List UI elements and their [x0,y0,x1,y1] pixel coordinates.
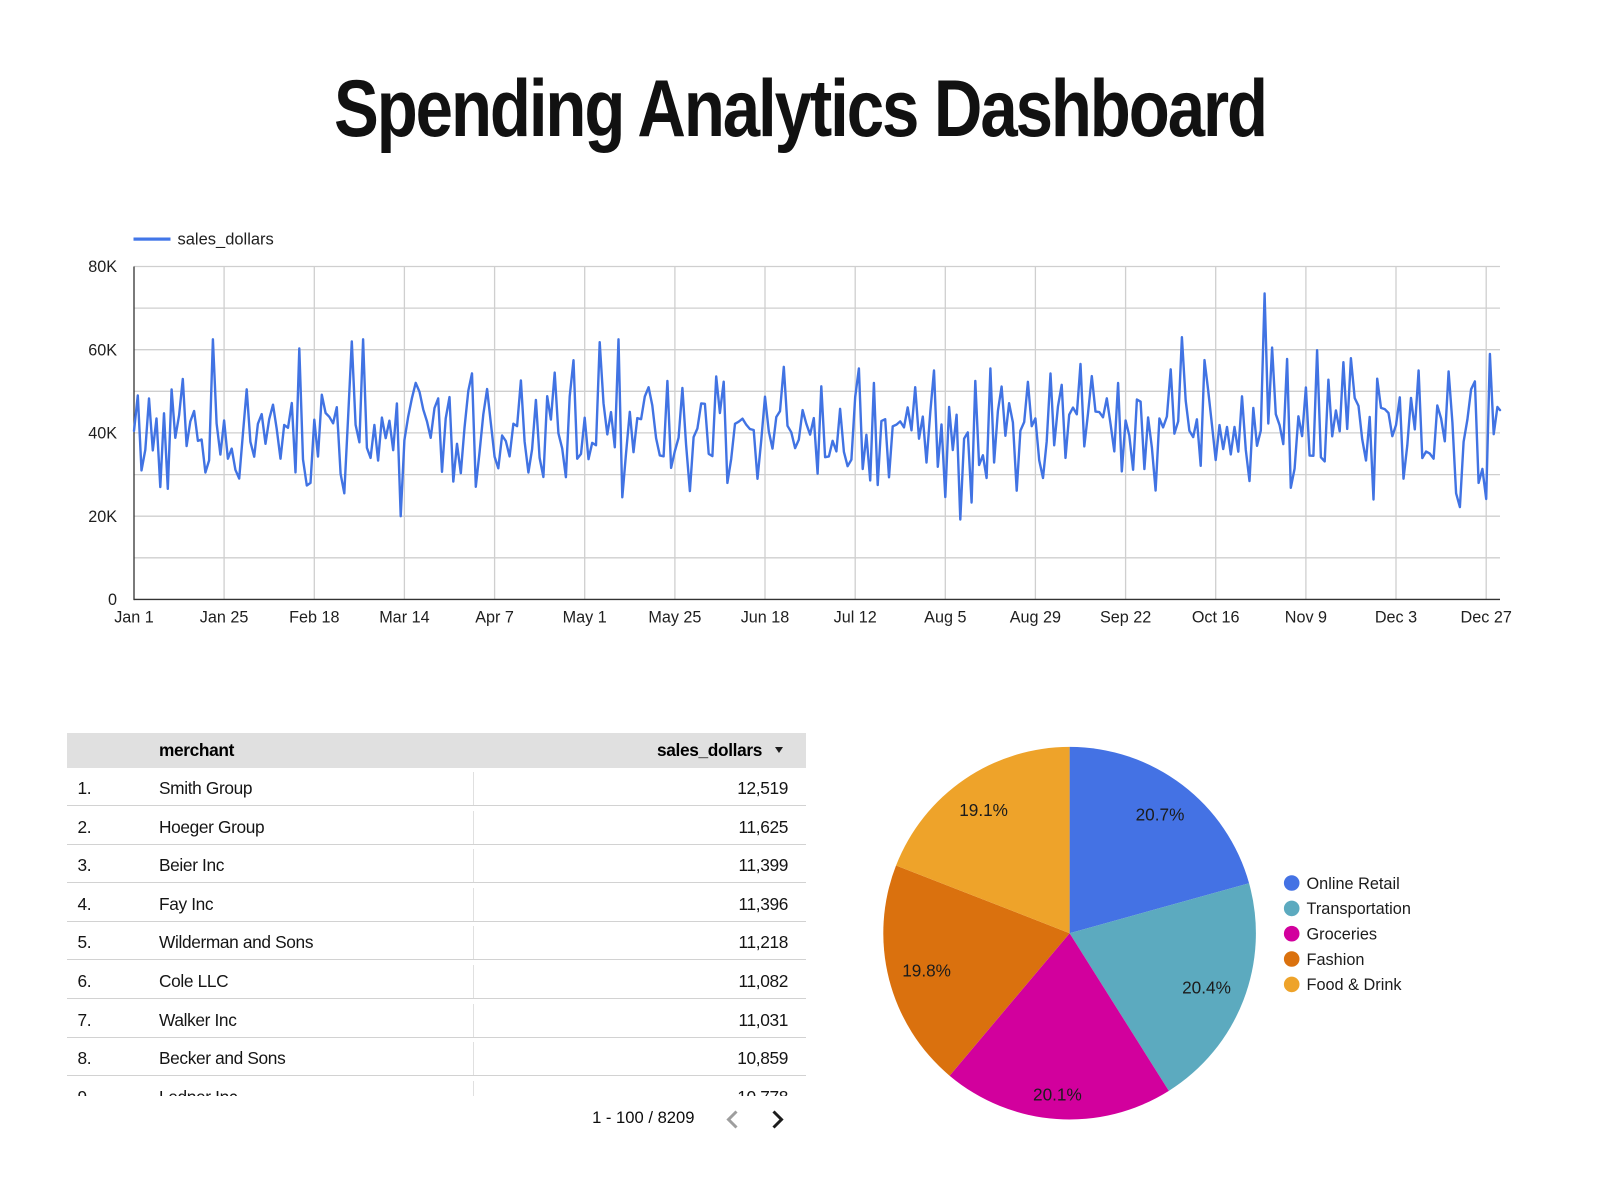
svg-text:Fashion: Fashion [1307,951,1365,969]
svg-text:Jan 1: Jan 1 [114,609,154,627]
svg-text:0: 0 [108,591,117,609]
svg-text:20.7%: 20.7% [1136,804,1185,824]
svg-text:Apr 7: Apr 7 [475,609,514,627]
svg-text:60K: 60K [88,341,117,359]
svg-text:Groceries: Groceries [1307,926,1378,944]
svg-text:20K: 20K [88,508,117,526]
svg-text:80K: 80K [88,258,117,276]
svg-text:20.1%: 20.1% [1033,1084,1082,1104]
svg-text:Jan 25: Jan 25 [200,609,249,627]
svg-text:19.8%: 19.8% [902,961,951,981]
svg-text:Feb 18: Feb 18 [289,609,339,627]
svg-text:Jun 18: Jun 18 [741,609,790,627]
svg-text:Oct 16: Oct 16 [1192,609,1240,627]
svg-text:Nov 9: Nov 9 [1285,609,1327,627]
svg-text:40K: 40K [88,425,117,443]
svg-text:sales_dollars: sales_dollars [178,231,274,249]
svg-text:Aug 5: Aug 5 [924,609,966,627]
svg-text:19.1%: 19.1% [959,800,1008,820]
svg-text:May 25: May 25 [648,609,701,627]
svg-text:May 1: May 1 [563,609,607,627]
svg-text:Dec 3: Dec 3 [1375,609,1417,627]
svg-text:Aug 29: Aug 29 [1010,609,1061,627]
svg-text:Online Retail: Online Retail [1307,875,1400,893]
svg-text:Sep 22: Sep 22 [1100,609,1151,627]
svg-text:Jul 12: Jul 12 [834,609,877,627]
svg-text:Food & Drink: Food & Drink [1307,976,1403,994]
svg-text:20.4%: 20.4% [1182,977,1231,997]
svg-text:Dec 27: Dec 27 [1461,609,1512,627]
svg-text:Transportation: Transportation [1307,900,1411,918]
svg-text:Mar 14: Mar 14 [379,609,429,627]
